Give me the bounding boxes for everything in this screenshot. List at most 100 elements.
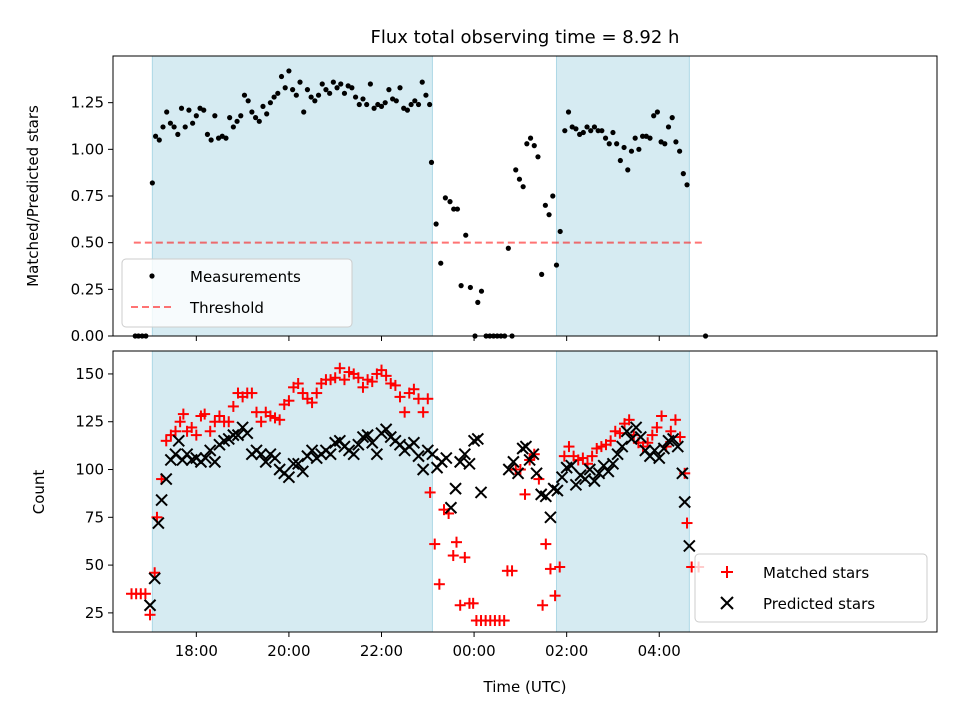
measurement-point xyxy=(352,94,359,100)
measurement-point xyxy=(565,109,572,115)
measurement-point xyxy=(438,260,444,266)
matched-star-marker xyxy=(186,421,198,433)
matched-star-marker xyxy=(540,538,552,550)
matched-star-marker xyxy=(605,435,617,447)
measurement-point xyxy=(662,141,668,147)
measurement-point xyxy=(610,129,616,136)
measurement-point xyxy=(286,68,292,74)
matched-star-marker xyxy=(149,567,161,579)
predicted-star-marker xyxy=(648,444,661,457)
matched-star-marker xyxy=(227,400,239,412)
predicted-star-marker xyxy=(565,459,578,472)
predicted-star-marker xyxy=(231,428,245,442)
measurement-point xyxy=(654,109,660,115)
matched-star-marker xyxy=(375,364,387,376)
matched-star-marker xyxy=(283,395,295,407)
measurement-point xyxy=(175,131,181,137)
predicted-star-marker xyxy=(547,482,560,495)
bottom-shaded-interval-1 xyxy=(151,350,433,633)
measurement-point xyxy=(297,79,303,85)
measurement-point xyxy=(591,124,598,130)
matched-star-marker xyxy=(656,410,668,422)
measurement-point xyxy=(404,107,411,113)
measurement-point xyxy=(595,128,601,134)
top-y-tick-label: 0.25 xyxy=(71,280,104,298)
matched-star-marker xyxy=(665,425,677,437)
measurement-point xyxy=(171,124,177,130)
measurement-point xyxy=(393,98,399,104)
predicted-star-marker xyxy=(305,444,319,457)
measurement-point xyxy=(628,148,635,154)
measurement-point xyxy=(562,128,568,134)
matched-star-marker xyxy=(380,370,392,382)
matched-star-marker xyxy=(251,406,263,418)
top-y-ticks: 0.00 0.25 0.50 0.75 1.00 1.25 xyxy=(71,94,113,345)
matched-star-marker xyxy=(544,563,556,575)
measurement-point xyxy=(639,133,646,139)
measurement-point xyxy=(356,101,362,108)
predicted-star-marker xyxy=(551,484,564,497)
measurement-point xyxy=(478,288,485,294)
predicted-star-marker xyxy=(527,448,540,461)
predicted-star-marker xyxy=(259,455,272,469)
measurement-point xyxy=(208,137,214,143)
measurement-point xyxy=(433,221,439,227)
bottom-y-tick-label: 75 xyxy=(85,508,104,526)
predicted-star-marker xyxy=(287,457,300,470)
top-y-tick-label: 0.75 xyxy=(71,187,104,205)
measurement-point xyxy=(684,182,690,188)
measurement-point xyxy=(553,262,560,268)
measurement-point xyxy=(278,73,285,80)
matched-star-marker xyxy=(454,599,466,611)
measurement-point xyxy=(260,103,266,109)
matched-star-marker xyxy=(204,425,216,437)
top-y-tick-label: 0.50 xyxy=(71,234,104,252)
predicted-star-marker xyxy=(458,448,472,461)
predicted-star-marker xyxy=(606,457,620,470)
measurement-point xyxy=(178,105,185,111)
predicted-star-marker xyxy=(620,425,634,438)
predicted-star-marker xyxy=(616,440,629,453)
measurement-point xyxy=(520,184,526,190)
bottom-y-ticks: 25 50 75 100 125 150 xyxy=(75,365,113,622)
measurement-point xyxy=(428,159,435,165)
measurement-point xyxy=(245,98,251,104)
matched-star-marker xyxy=(366,376,378,388)
measurement-point xyxy=(156,137,162,143)
measurement-point xyxy=(602,135,609,141)
predicted-star-marker xyxy=(227,428,240,442)
matched-star-marker xyxy=(681,517,693,529)
measurement-point xyxy=(599,128,605,134)
bottom-y-tick-label: 25 xyxy=(85,604,104,622)
top-legend: Measurements Threshold xyxy=(121,258,353,328)
predicted-star-marker xyxy=(611,448,624,461)
measurement-point xyxy=(651,113,657,119)
measurement-point xyxy=(524,141,530,147)
matched-star-marker xyxy=(139,588,151,600)
measurement-point xyxy=(315,92,322,98)
measurement-point xyxy=(164,109,170,115)
bottom-axes-frame xyxy=(112,350,938,633)
measurement-point xyxy=(625,167,631,173)
predicted-star-marker xyxy=(352,438,365,451)
measurement-point xyxy=(201,107,207,113)
measurement-point xyxy=(304,87,311,93)
matched-star-marker xyxy=(334,362,346,374)
bottom-x-ticks: 18:00 20:00 22:00 00:00 02:00 04:00 xyxy=(175,632,681,660)
matched-star-marker xyxy=(519,488,531,500)
measurement-point xyxy=(230,124,236,130)
x-axis-label: Time (UTC) xyxy=(483,678,567,696)
measurement-point xyxy=(513,167,519,173)
predicted-star-marker xyxy=(444,501,458,514)
matched-star-marker xyxy=(646,429,658,441)
predicted-star-marker xyxy=(379,423,393,436)
matched-star-marker xyxy=(563,441,575,453)
measurement-point xyxy=(614,141,620,147)
matched-star-marker xyxy=(623,414,635,426)
predicted-star-marker xyxy=(467,434,481,448)
measurement-point xyxy=(212,113,218,119)
legend-threshold-label: Threshold xyxy=(189,299,264,317)
measurement-point xyxy=(505,245,511,251)
matched-star-marker xyxy=(160,435,172,447)
matched-star-marker xyxy=(506,565,518,577)
